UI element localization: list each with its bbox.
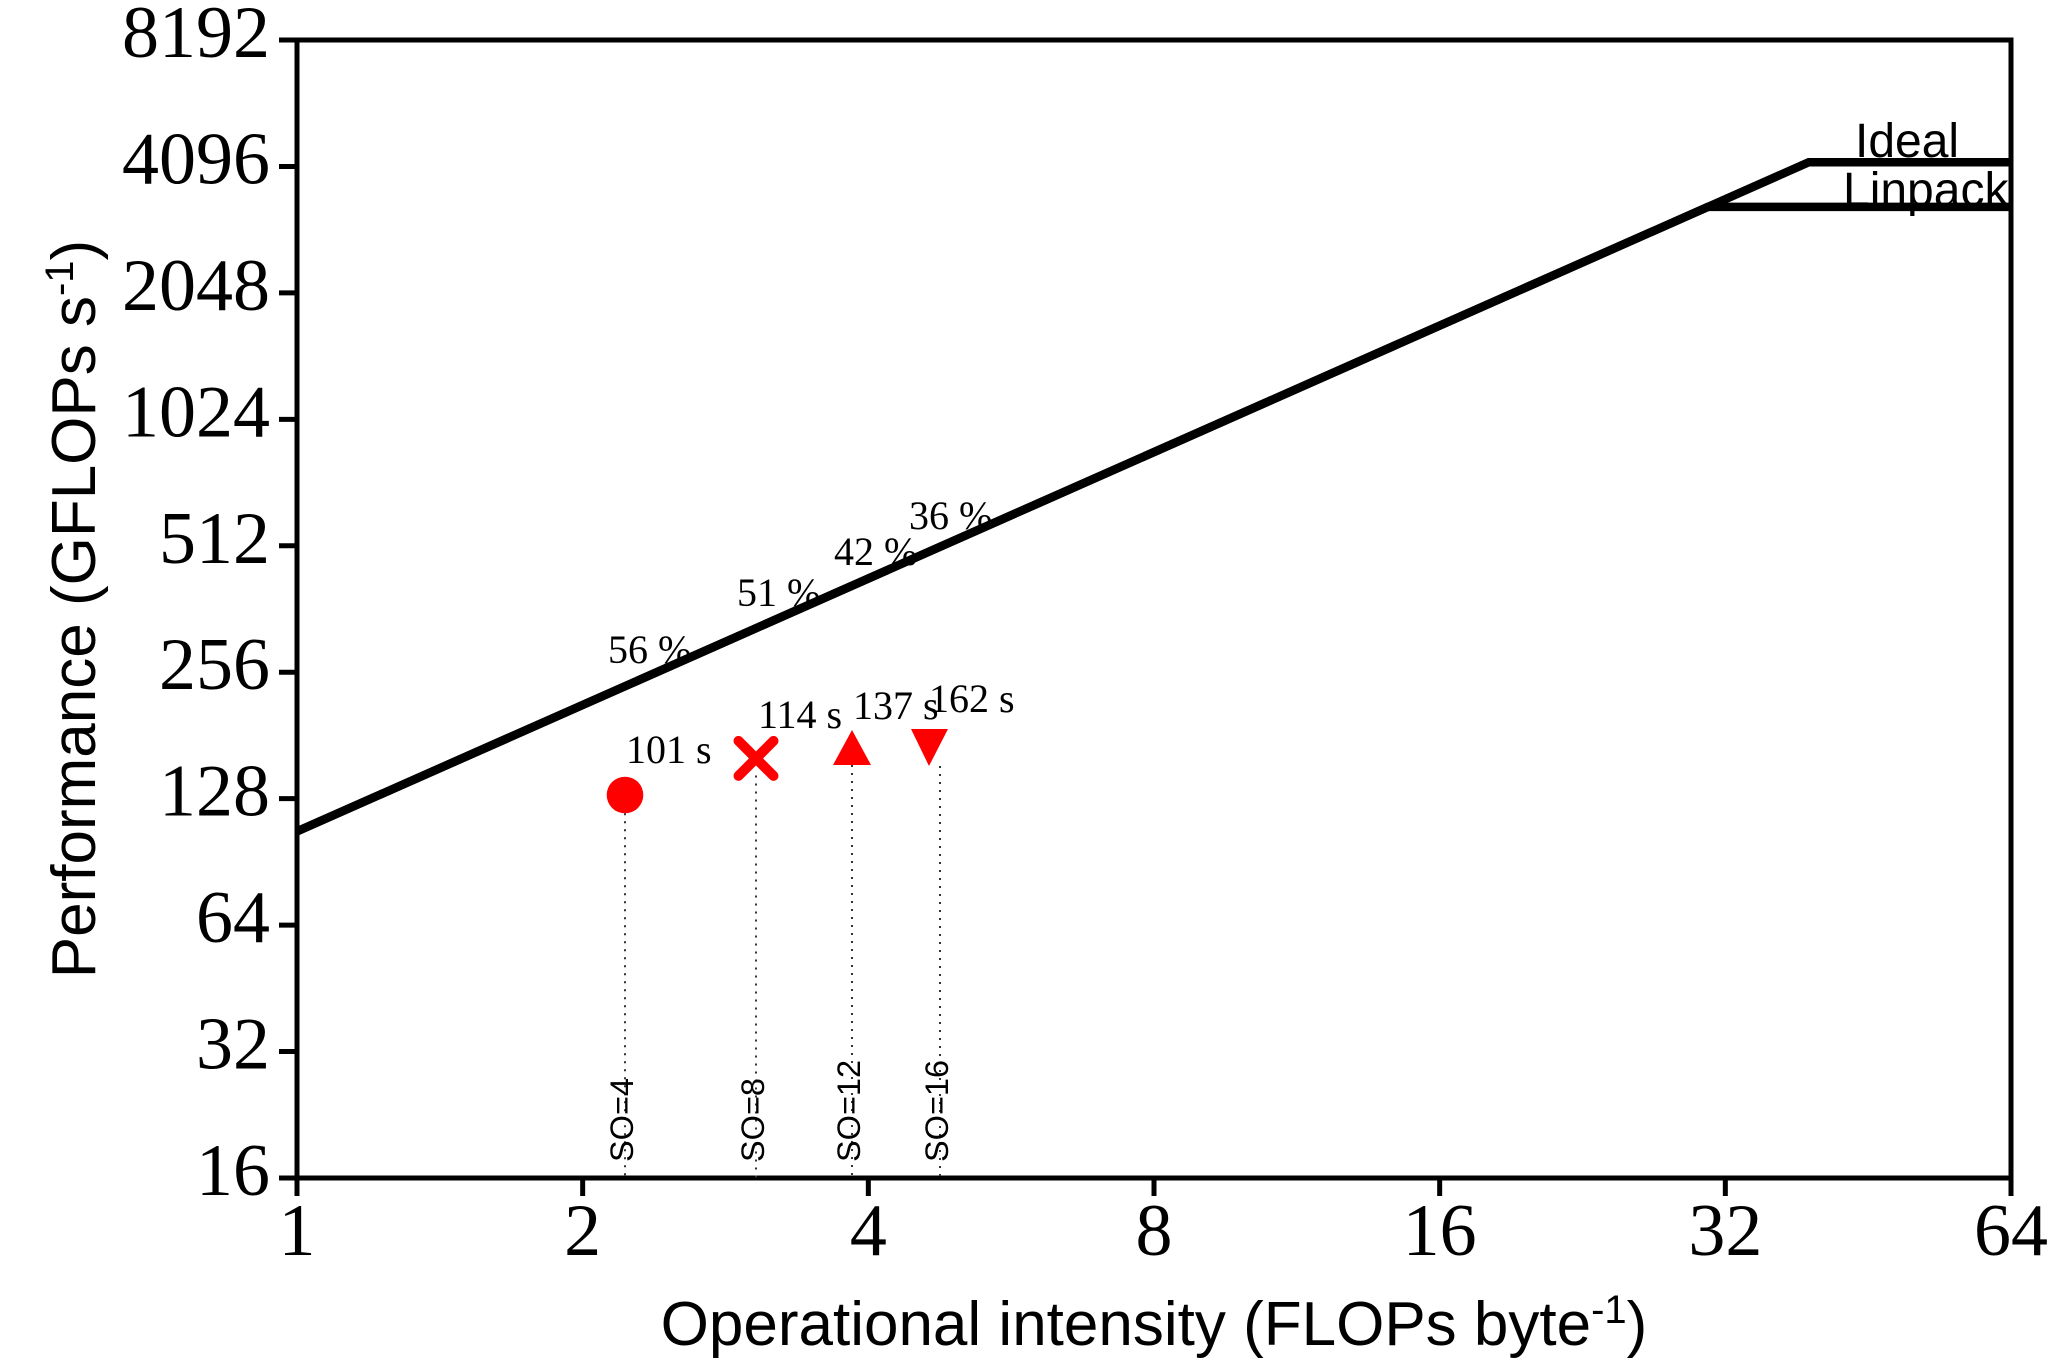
svg-text:1024: 1024	[122, 371, 270, 453]
svg-text:162 s: 162 s	[929, 676, 1015, 721]
svg-text:SO=4: SO=4	[604, 1078, 640, 1162]
svg-text:8192: 8192	[122, 0, 270, 74]
svg-text:16: 16	[1403, 1190, 1477, 1272]
svg-text:Ideal: Ideal	[1855, 115, 1959, 168]
svg-text:SO=12: SO=12	[831, 1060, 867, 1162]
svg-text:16: 16	[196, 1130, 270, 1212]
svg-text:36 %: 36 %	[909, 493, 992, 538]
svg-text:Performance (GFLOPs s-1): Performance (GFLOPs s-1)	[38, 240, 109, 978]
svg-text:SO=16: SO=16	[919, 1060, 955, 1162]
svg-text:64: 64	[196, 877, 270, 959]
svg-text:32: 32	[196, 1004, 270, 1086]
svg-text:Operational intensity (FLOPs b: Operational intensity (FLOPs byte-1)	[661, 1288, 1648, 1359]
svg-text:114 s: 114 s	[758, 692, 842, 737]
svg-text:1: 1	[279, 1190, 316, 1272]
svg-text:SO=8: SO=8	[735, 1078, 771, 1162]
svg-text:4096: 4096	[122, 118, 270, 200]
svg-text:32: 32	[1688, 1190, 1762, 1272]
svg-text:137 s: 137 s	[853, 683, 939, 728]
svg-text:56 %: 56 %	[608, 627, 691, 672]
svg-text:8: 8	[1136, 1190, 1173, 1272]
svg-text:64: 64	[1974, 1190, 2048, 1272]
svg-text:256: 256	[159, 624, 270, 706]
svg-text:101 s: 101 s	[626, 727, 712, 772]
svg-text:51 %: 51 %	[737, 570, 820, 615]
svg-text:128: 128	[159, 751, 270, 833]
svg-text:2048: 2048	[122, 245, 270, 327]
svg-text:42 %: 42 %	[834, 529, 917, 574]
svg-text:4: 4	[850, 1190, 887, 1272]
svg-text:Linpack: Linpack	[1843, 164, 2009, 217]
svg-text:512: 512	[159, 498, 270, 580]
svg-text:2: 2	[564, 1190, 601, 1272]
